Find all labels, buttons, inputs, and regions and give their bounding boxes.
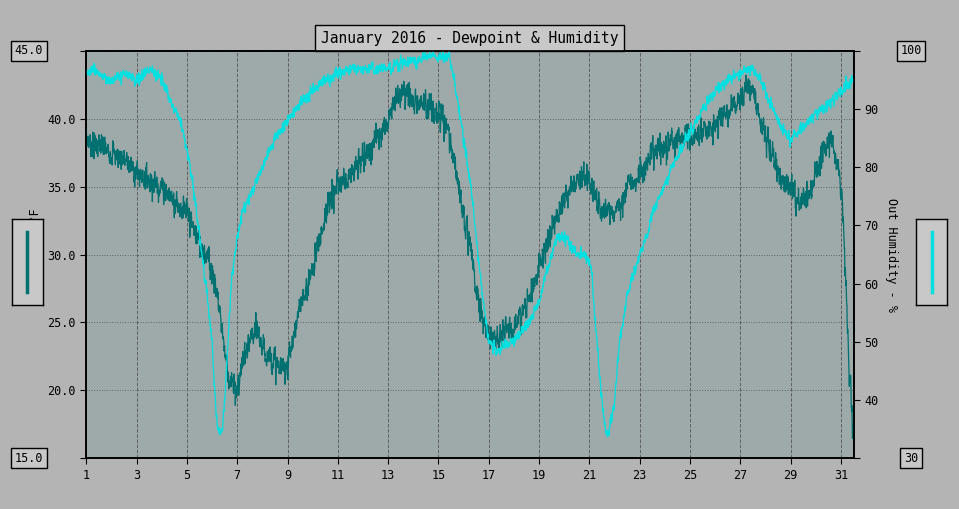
Text: 30: 30 [904, 451, 918, 465]
Text: 100: 100 [901, 44, 922, 58]
Title: January 2016 - Dewpoint & Humidity: January 2016 - Dewpoint & Humidity [321, 31, 619, 46]
Text: 45.0: 45.0 [14, 44, 43, 58]
Y-axis label: Dewpoint - °F: Dewpoint - °F [29, 208, 42, 301]
Y-axis label: Out Humidity - %: Out Humidity - % [884, 197, 898, 312]
Text: 15.0: 15.0 [14, 451, 43, 465]
